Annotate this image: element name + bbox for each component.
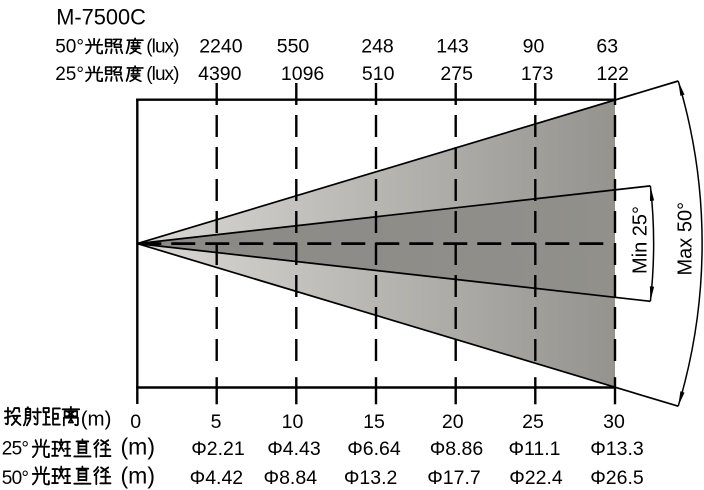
svg-text:Φ13.3: Φ13.3: [590, 438, 644, 460]
svg-text:5: 5: [211, 411, 222, 433]
svg-text:Min 25°: Min 25°: [629, 206, 651, 274]
svg-text:M-7500C: M-7500C: [56, 4, 146, 29]
svg-text:(m): (m): [121, 434, 155, 460]
svg-text:2240: 2240: [199, 35, 243, 57]
svg-text:(m): (m): [121, 463, 155, 489]
svg-text:10: 10: [282, 411, 304, 433]
svg-text:Φ4.43: Φ4.43: [267, 438, 321, 460]
svg-text:122: 122: [596, 63, 629, 85]
svg-text:Φ2.21: Φ2.21: [191, 438, 245, 460]
svg-text:90: 90: [523, 35, 545, 57]
svg-text:Φ8.86: Φ8.86: [430, 438, 484, 460]
svg-text:248: 248: [361, 35, 394, 57]
svg-text:25°: 25°: [55, 64, 84, 85]
svg-text:(lux): (lux): [146, 64, 179, 85]
svg-text:(lux): (lux): [146, 36, 179, 57]
svg-text:275: 275: [440, 63, 473, 85]
svg-text:Φ8.84: Φ8.84: [264, 467, 318, 489]
svg-text:173: 173: [521, 63, 554, 85]
svg-text:20: 20: [442, 411, 464, 433]
svg-text:63: 63: [596, 35, 618, 57]
svg-text:Φ26.5: Φ26.5: [590, 467, 644, 489]
svg-text:Φ13.2: Φ13.2: [344, 467, 398, 489]
svg-text:Φ4.42: Φ4.42: [190, 467, 244, 489]
svg-text:Max 50°: Max 50°: [675, 202, 697, 276]
svg-text:550: 550: [277, 35, 310, 57]
svg-text:Φ17.7: Φ17.7: [427, 467, 481, 489]
svg-text:143: 143: [436, 35, 469, 57]
svg-text:25°: 25°: [2, 439, 29, 460]
svg-text:4390: 4390: [198, 63, 242, 85]
svg-text:50°: 50°: [55, 36, 84, 57]
svg-text:510: 510: [362, 63, 395, 85]
svg-text:1096: 1096: [281, 63, 324, 85]
svg-text:Φ22.4: Φ22.4: [509, 467, 563, 489]
svg-text:(m): (m): [81, 408, 112, 431]
svg-text:Φ6.64: Φ6.64: [347, 438, 401, 460]
svg-text:25: 25: [522, 411, 544, 433]
svg-text:Φ11.1: Φ11.1: [508, 438, 560, 460]
svg-text:30: 30: [603, 411, 625, 433]
svg-text:50°: 50°: [2, 468, 29, 489]
svg-text:0: 0: [130, 411, 141, 433]
svg-text:15: 15: [363, 411, 385, 433]
